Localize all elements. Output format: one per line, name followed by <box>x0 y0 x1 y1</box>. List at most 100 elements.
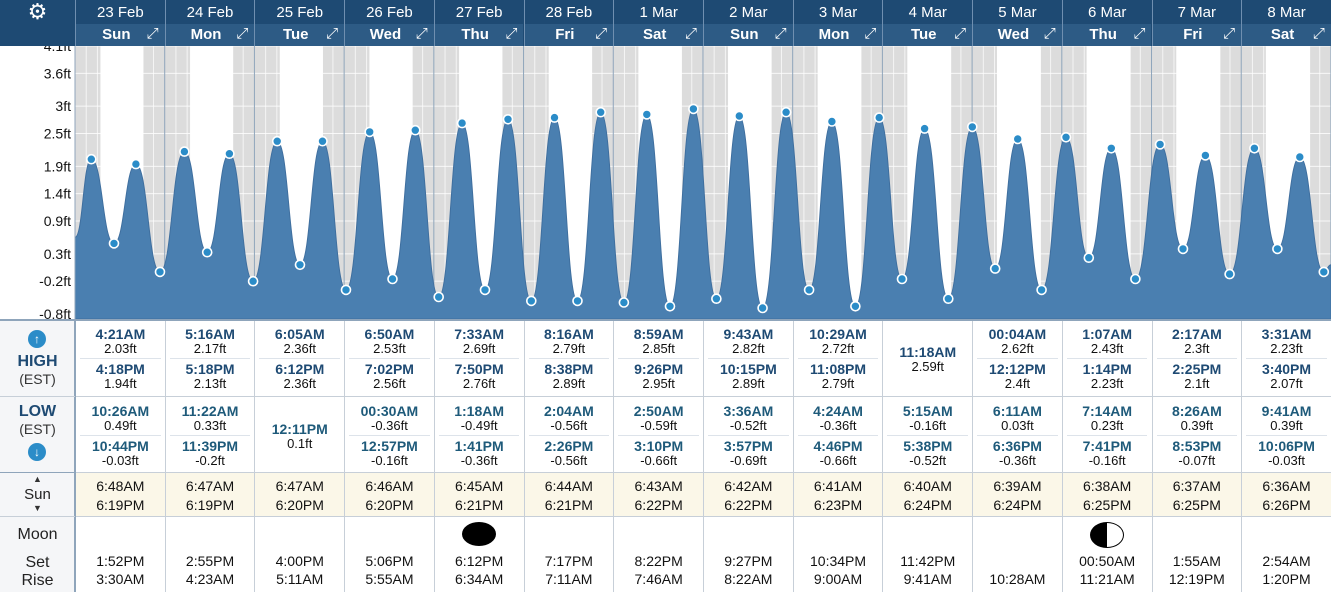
expand-icon[interactable]: ⤢ <box>954 25 967 42</box>
day-date: 23 Feb <box>96 4 144 21</box>
sun-cell: 6:38AM 6:25PM <box>1061 473 1152 516</box>
cell-divider <box>1156 435 1238 436</box>
moonset-time: 2:55PM <box>185 553 235 569</box>
tide-time: 12:12PM <box>989 361 1046 377</box>
day-weekday-bar: Thu <box>1062 24 1152 46</box>
expand-icon[interactable]: ⤢ <box>684 25 697 42</box>
expand-icon[interactable]: ⤢ <box>146 25 159 42</box>
high-tide-cell: 8:59AM 2.85ft 9:26PM 2.95ft <box>613 320 703 396</box>
gear-icon[interactable]: ⚙ <box>27 0 48 24</box>
tide-time: 10:15PM <box>719 361 777 377</box>
tide-height: 2.23ft <box>1270 341 1303 356</box>
sunset-time: 6:21PM <box>455 497 504 513</box>
day-weekday-bar: Mon <box>165 24 255 46</box>
tide-height: -0.16ft <box>371 453 408 468</box>
tide-time: 10:29AM <box>809 326 867 342</box>
tide-point <box>1249 143 1260 154</box>
tide-height: -0.36ft <box>999 453 1036 468</box>
tide-point <box>479 284 491 296</box>
tide-point <box>502 114 514 125</box>
high-tide-cell: 8:16AM 2.79ft 8:38PM 2.89ft <box>523 320 614 396</box>
tide-point <box>1036 284 1047 296</box>
sunset-time: 6:20PM <box>275 497 324 513</box>
day-weekday: Sat <box>642 26 667 43</box>
tide-height: 2.69ft <box>462 341 496 356</box>
expand-icon[interactable]: ⤢ <box>864 25 877 42</box>
moonset-time: 11:42PM <box>900 553 956 569</box>
tide-point <box>803 284 815 296</box>
tide-time: 9:41AM <box>1261 403 1312 419</box>
expand-icon[interactable]: ⤢ <box>1043 25 1056 42</box>
tide-point <box>294 259 306 271</box>
sunset-time: 6:26PM <box>1262 497 1311 513</box>
day-weekday: Tue <box>910 26 937 43</box>
tide-time: 1:14PM <box>1082 361 1132 377</box>
tide-point <box>942 293 954 304</box>
high-tide-cell: 7:33AM 2.69ft 7:50PM 2.76ft <box>433 320 524 396</box>
cell-divider <box>708 435 789 436</box>
tide-point <box>1154 139 1166 150</box>
expand-icon[interactable]: ⤢ <box>595 25 608 42</box>
expand-icon[interactable]: ⤢ <box>1312 25 1325 42</box>
tide-point <box>966 121 978 133</box>
tide-time: 1:07AM <box>1082 326 1133 342</box>
tide-height: 2.13ft <box>193 376 227 391</box>
label-column: ↑ HIGH (EST) LOW (EST) ↓ ▲ Sun ▼ Moon Set Rise <box>0 319 75 592</box>
sun-cell: 6:41AM 6:23PM <box>792 473 883 516</box>
moonrise-time: 1:20PM <box>1262 571 1311 587</box>
tide-height: 2.76ft <box>462 376 496 391</box>
tide-time: 2:26PM <box>544 438 594 454</box>
moon-cell: 9:27PM 8:22AM <box>703 517 793 592</box>
tide-point <box>1060 132 1072 143</box>
high-tide-cell: 5:16AM 2.17ft 5:18PM 2.13ft <box>164 320 255 396</box>
tide-time: 3:10PM <box>634 438 684 454</box>
tide-time: 4:24AM <box>813 403 863 419</box>
sun-cell: 6:48AM 6:19PM <box>75 473 165 516</box>
tide-point <box>1177 243 1189 255</box>
moon-cell: 11:42PM 9:41AM <box>882 517 972 592</box>
tide-point <box>340 284 352 296</box>
tide-height: 2.43ft <box>1090 341 1124 356</box>
day-header: 7 Mar Fri ⤢ <box>1151 0 1242 46</box>
sun-cell: 6:37AM 6:25PM <box>1151 473 1242 516</box>
day-date: 2 Mar <box>729 4 768 21</box>
sun-cell: 6:47AM 6:19PM <box>164 473 255 516</box>
cell-divider <box>80 435 161 436</box>
tide-height: -0.03ft <box>101 453 139 468</box>
tide-height: -0.36ft <box>819 418 857 433</box>
tide-point <box>733 110 745 122</box>
moonset-time: 10:34PM <box>810 553 867 569</box>
cell-divider <box>80 358 161 359</box>
sunset-time: 6:23PM <box>813 497 863 513</box>
y-tick-label: 0.3ft <box>44 246 71 262</box>
sunset-time: 6:25PM <box>1083 497 1132 513</box>
day-weekday-bar: Sat <box>614 24 703 46</box>
expand-icon[interactable]: ⤢ <box>236 25 249 42</box>
high-tide-cell: 11:18AM 2.59ft <box>882 320 972 396</box>
expand-icon[interactable]: ⤢ <box>774 25 787 42</box>
tide-time: 10:26AM <box>91 403 150 419</box>
expand-icon[interactable]: ⤢ <box>415 25 428 42</box>
expand-icon[interactable]: ⤢ <box>505 25 518 42</box>
moonset-time: 6:12PM <box>455 553 504 569</box>
cell-divider <box>977 435 1058 436</box>
moonrise-time: 5:11AM <box>276 571 324 587</box>
moonset-time: 7:17PM <box>544 553 593 569</box>
tide-height: 2.79ft <box>821 376 855 391</box>
expand-icon[interactable]: ⤢ <box>326 25 339 42</box>
moon-set-label: Set <box>25 554 50 571</box>
tide-point <box>850 300 861 312</box>
tide-point <box>317 135 328 147</box>
sunset-time: 6:22PM <box>724 497 773 513</box>
tide-height: -0.69ft <box>729 453 767 468</box>
moon-rise-label: Rise <box>21 572 54 589</box>
expand-icon[interactable]: ⤢ <box>1223 25 1236 42</box>
day-weekday: Thu <box>461 26 489 43</box>
tide-point <box>780 106 792 118</box>
day-weekday-bar: Fri <box>1152 24 1242 46</box>
low-tide-cell: 12:11PM 0.1ft <box>254 397 344 472</box>
expand-icon[interactable]: ⤢ <box>1133 25 1146 42</box>
label-divider <box>0 472 75 473</box>
tide-height: 2.56ft <box>373 376 406 391</box>
tide-point <box>1106 143 1117 154</box>
